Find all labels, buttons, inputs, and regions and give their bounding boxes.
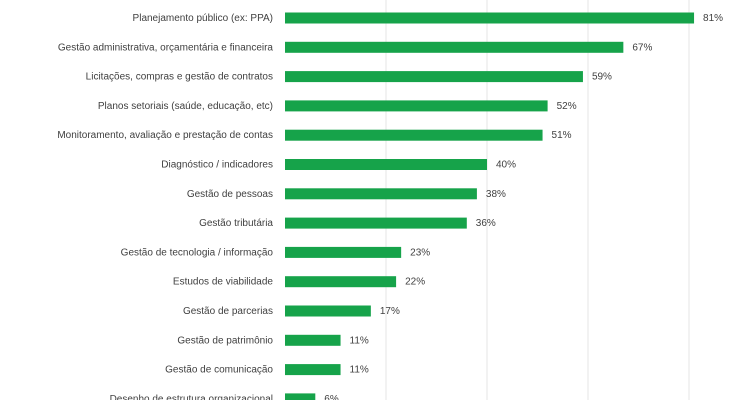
labels-layer: Planejamento público (ex: PPA) 81% Gestão … [57,13,723,400]
category-label-5: Diagnóstico / indicadores [161,160,273,171]
bar-3 [285,100,548,112]
category-label-4: Monitoramento, avaliação e prestação de … [57,130,273,141]
category-label-10: Gestão de parcerias [183,306,273,317]
value-label-0: 81% [703,13,723,24]
bars-layer [285,12,695,400]
value-label-11: 11% [350,335,369,346]
bar-13 [285,393,316,400]
bar-12 [285,364,341,376]
value-label-5: 40% [496,160,516,171]
bar-9 [285,276,397,288]
bar-8 [285,246,402,258]
category-label-9: Estudos de viabilidade [173,277,274,288]
category-label-0: Planejamento público (ex: PPA) [133,13,273,24]
category-label-12: Gestão de comunicação [165,365,273,376]
bar-7 [285,217,467,229]
value-label-8: 23% [410,247,430,258]
bar-4 [285,129,543,141]
category-label-13: Desenho de estrutura organizacional [110,394,273,400]
value-label-13: 6% [324,394,339,400]
bar-2 [285,71,583,83]
value-label-9: 22% [405,277,425,288]
category-label-3: Planos setoriais (saúde, educação, etc) [98,101,273,112]
category-label-2: Licitações, compras e gestão de contrato… [86,72,273,83]
value-label-10: 17% [380,306,400,317]
value-label-4: 51% [552,130,572,141]
value-label-1: 67% [632,42,652,53]
category-label-7: Gestão tributária [199,218,273,229]
category-label-11: Gestão de patrimônio [177,335,273,346]
category-label-1: Gestão administrativa, orçamentária e fi… [58,42,274,53]
value-label-12: 11% [350,365,369,376]
bar-10 [285,305,371,317]
bar-5 [285,159,487,170]
value-label-6: 38% [486,189,506,200]
bar-1 [285,41,624,53]
value-label-2: 59% [592,72,612,83]
category-label-8: Gestão de tecnologia / informação [121,247,274,258]
bar-11 [285,334,341,346]
category-label-6: Gestão de pessoas [187,189,273,200]
bar-0 [285,12,695,24]
bar-6 [285,188,477,200]
value-label-7: 36% [476,218,496,229]
value-label-3: 52% [557,101,577,112]
grid-layer [385,0,690,400]
